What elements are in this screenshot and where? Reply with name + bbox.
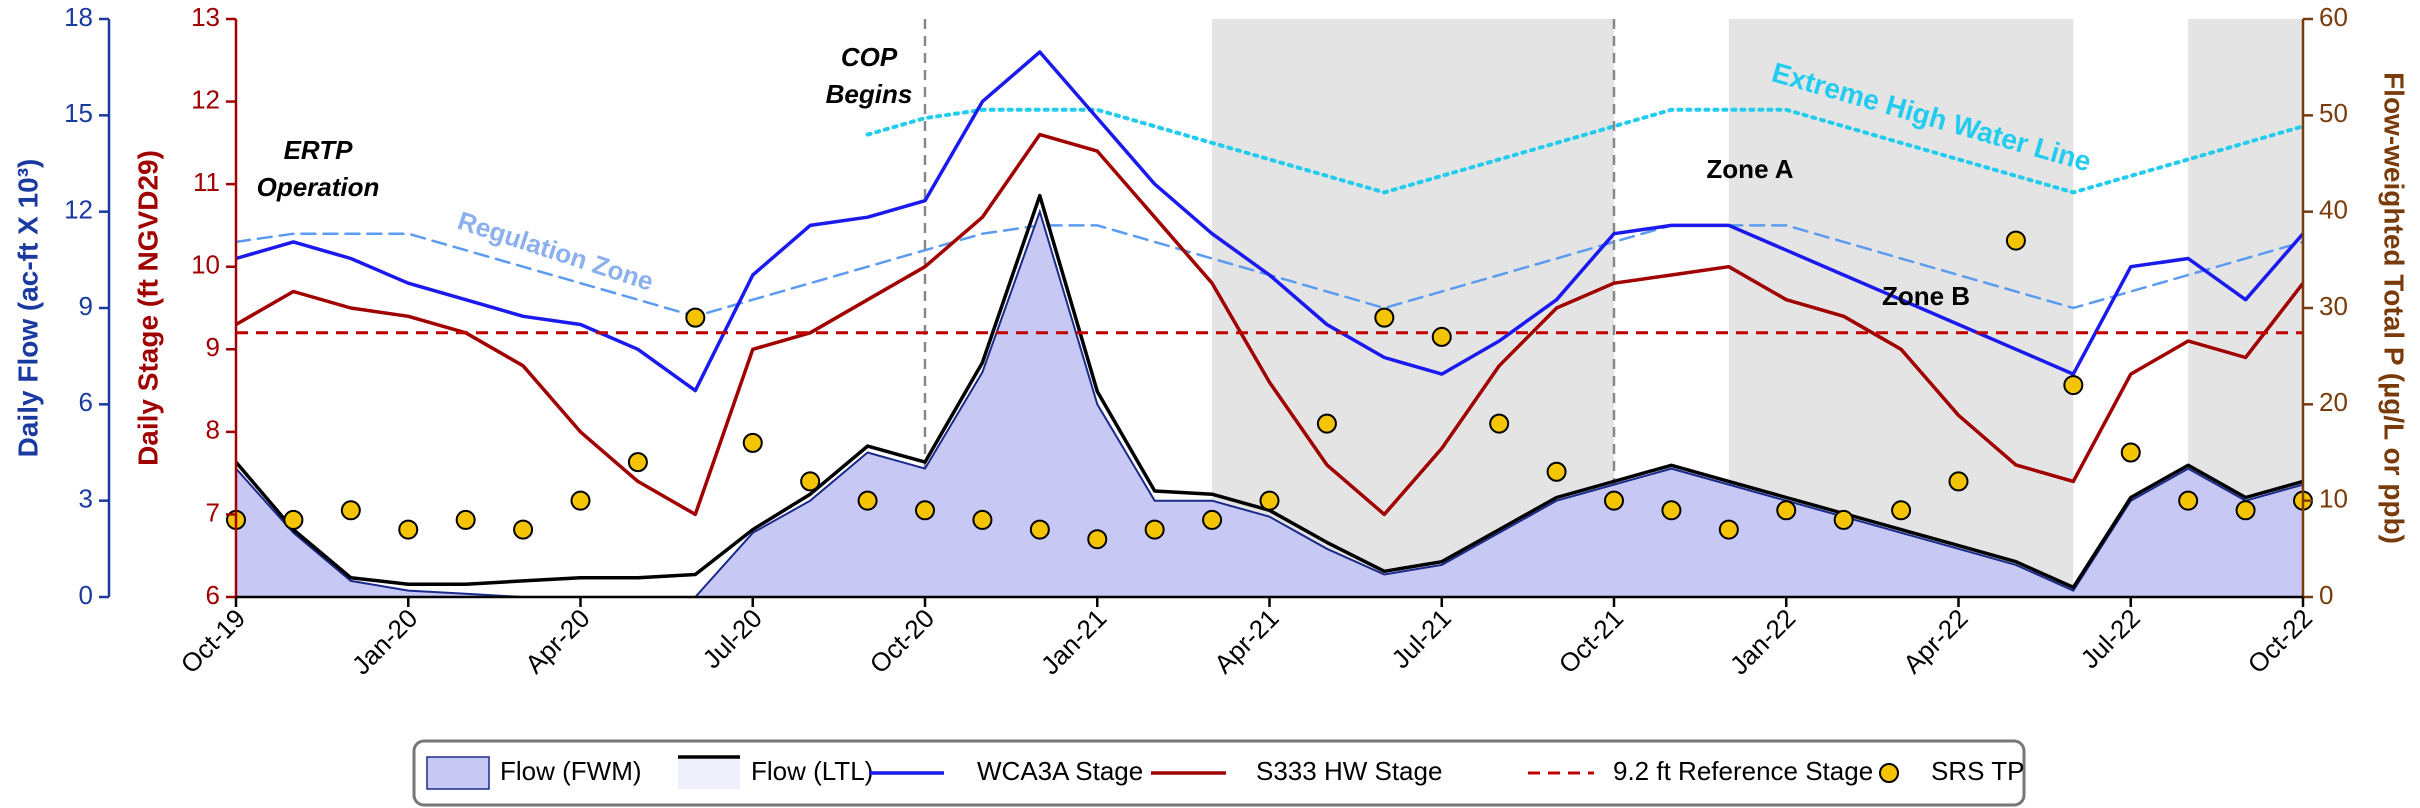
tick-label: 50: [2319, 98, 2348, 128]
tp-point: [398, 519, 419, 540]
tp-point: [2063, 375, 2084, 396]
tp-point: [742, 432, 763, 453]
series-line: [235, 50, 2305, 393]
tick-label: 6: [79, 387, 93, 417]
annotation: COP: [841, 42, 898, 72]
tp-point: [455, 509, 476, 530]
tp-point: [1948, 471, 1969, 492]
x-tick-label: Jul-22: [2075, 603, 2146, 674]
tick-label: 6: [206, 580, 220, 610]
x-tick-label: Oct-22: [2242, 603, 2318, 679]
tick-label: 30: [2319, 291, 2348, 321]
axis-title: Daily Stage (ft NGVD29): [132, 150, 163, 466]
tick-label: 20: [2319, 387, 2348, 417]
tp-point: [513, 519, 534, 540]
tick-label: 18: [64, 2, 93, 32]
tick-label: 15: [64, 98, 93, 128]
tp-point: [857, 490, 878, 511]
annotation: Zone B: [1882, 281, 1970, 311]
tp-point: [1374, 307, 1395, 328]
tp-point: [2178, 490, 2199, 511]
tick-label: 0: [79, 580, 93, 610]
tick-label: 60: [2319, 2, 2348, 32]
tick-label: 9: [79, 291, 93, 321]
annotation: Zone A: [1706, 154, 1793, 184]
tp-point: [1718, 519, 1739, 540]
axis-title: Daily Flow (ac-ft X 10³): [12, 159, 43, 458]
tp-point: [1202, 509, 1223, 530]
tp-point: [1546, 461, 1567, 482]
tp-point: [1604, 490, 1624, 511]
x-tick-label: Apr-21: [1208, 603, 1284, 679]
tp-point: [627, 452, 648, 473]
tp-point: [972, 509, 993, 530]
legend-label: S333 HW Stage: [1256, 756, 1442, 786]
tick-label: 12: [191, 84, 220, 114]
tp-point: [1489, 413, 1510, 434]
tp-point: [2235, 500, 2256, 521]
axis-title: Flow-weighted Total P (µg/L or ppb): [2379, 72, 2410, 544]
tp-point: [570, 490, 591, 511]
tp-point: [1431, 326, 1452, 347]
tick-label: 3: [79, 484, 93, 514]
x-tick-label: Jul-21: [1386, 603, 1457, 674]
tp-point: [2005, 230, 2026, 251]
x-tick-label: Jul-20: [697, 603, 768, 674]
x-tick-label: Apr-20: [519, 603, 595, 679]
tp-point: [1891, 500, 1912, 521]
tp-point: [800, 471, 821, 492]
tp-point: [1259, 490, 1280, 511]
legend-label: 9.2 ft Reference Stage: [1613, 756, 1873, 786]
annotation: Operation: [257, 172, 380, 202]
tick-label: 9: [206, 332, 220, 362]
tick-label: 7: [206, 497, 220, 527]
legend-label: Flow (FWM): [500, 756, 642, 786]
x-tick-label: Jan-22: [1724, 603, 1801, 680]
legend-label: Flow (LTL): [751, 756, 873, 786]
tick-label: 12: [64, 195, 93, 225]
annotation: Regulation Zone: [454, 205, 657, 296]
legend-swatch: [678, 757, 740, 789]
tick-label: 10: [191, 250, 220, 280]
tp-point: [1144, 519, 1165, 540]
x-tick-label: Jan-21: [1035, 603, 1112, 680]
tp-point: [2120, 442, 2141, 463]
tp-point: [1029, 519, 1050, 540]
tp-point: [1316, 413, 1337, 434]
tick-label: 13: [191, 2, 220, 32]
tick-label: 11: [193, 167, 220, 197]
annotation: Begins: [826, 79, 913, 109]
x-tick-label: Apr-22: [1897, 603, 1973, 679]
x-tick-label: Oct-19: [175, 603, 251, 679]
tp-point: [685, 307, 706, 328]
tp-point: [340, 500, 361, 521]
x-tick-label: Oct-21: [1553, 603, 1629, 679]
tp-point: [915, 500, 935, 521]
annotation: ERTP: [284, 135, 354, 165]
legend-swatch: [1879, 763, 1899, 783]
legend-label: WCA3A Stage: [977, 756, 1143, 786]
series-line: [235, 132, 2305, 517]
tp-point: [1661, 500, 1682, 521]
tp-point: [1776, 500, 1797, 521]
tick-label: 10: [2319, 484, 2348, 514]
x-tick-label: Oct-20: [864, 603, 940, 679]
tp-point: [283, 509, 304, 530]
tp-point: [1833, 509, 1854, 530]
legend-label: SRS TP: [1931, 756, 2024, 786]
tick-label: 0: [2319, 580, 2333, 610]
guide-line: [865, 107, 2305, 195]
tick-label: 8: [206, 415, 220, 445]
tick-label: 40: [2319, 195, 2348, 225]
x-tick-label: Jan-20: [346, 603, 423, 680]
tp-point: [1087, 529, 1108, 550]
legend-swatch: [426, 756, 490, 790]
